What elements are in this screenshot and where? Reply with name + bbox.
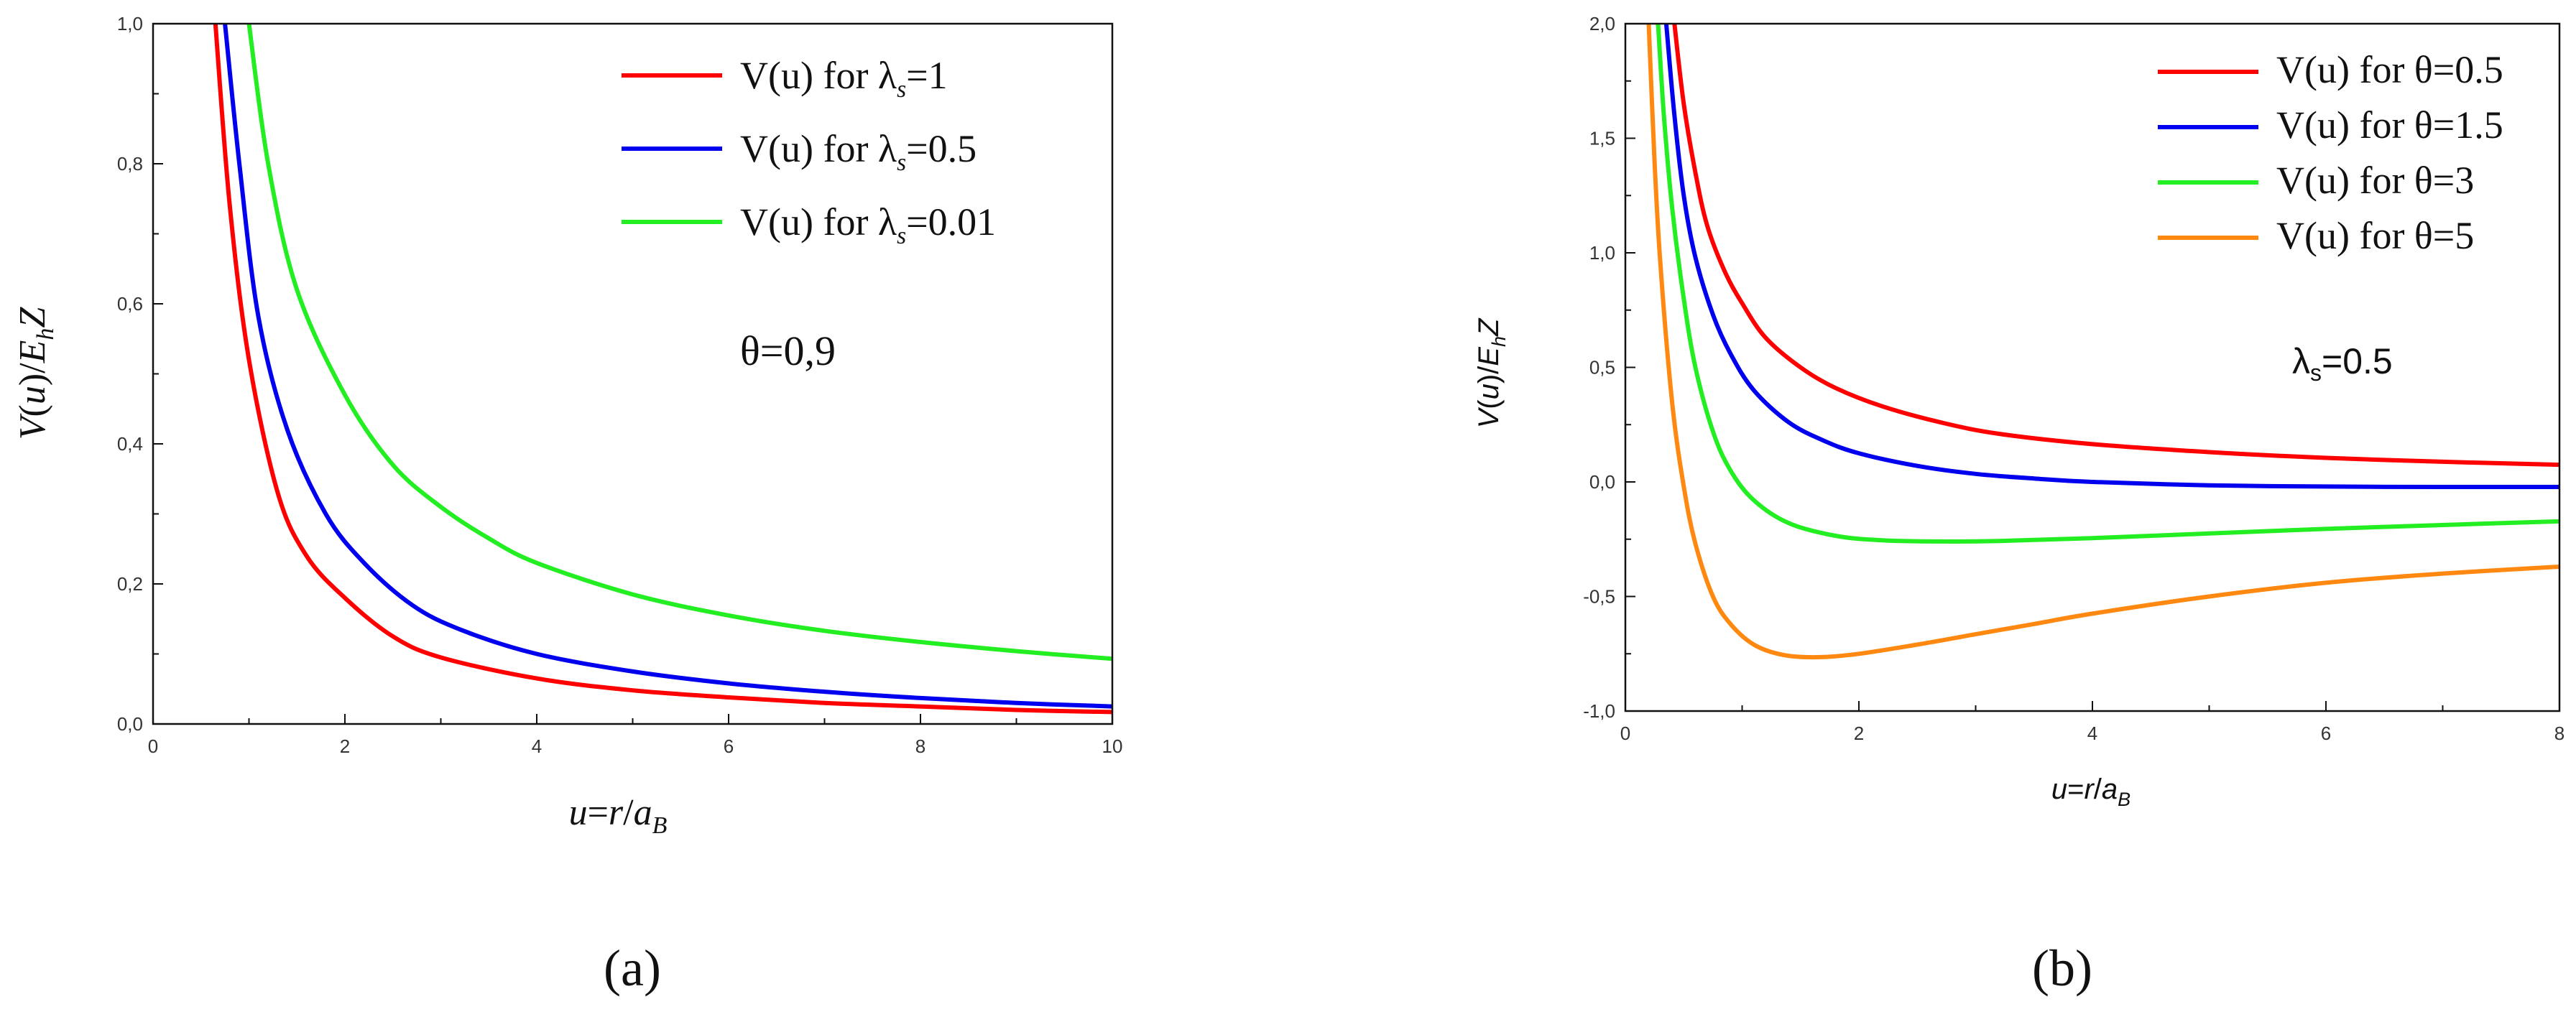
panel-label-a: (a) bbox=[604, 939, 661, 997]
legend-label: V(u) for θ=0.5 bbox=[2276, 48, 2503, 91]
y-tick-label: 0,0 bbox=[1589, 471, 1615, 493]
y-axis-title-a: V(u)/EhZ bbox=[12, 307, 59, 440]
x-tick-labels-a: 0 2 4 6 8 10 bbox=[148, 735, 1123, 757]
x-tick-label: 0 bbox=[1620, 723, 1630, 744]
y-tick-label: 0,4 bbox=[117, 433, 143, 455]
y-tick-label: 0,2 bbox=[117, 573, 143, 595]
x-axis-title-a: u=r/aB bbox=[569, 792, 668, 839]
plot-frame-a bbox=[152, 22, 1114, 725]
panel-label-b: (b) bbox=[2032, 939, 2092, 997]
legend-label: V(u) for θ=3 bbox=[2276, 159, 2474, 202]
legend-label: V(u) for θ=1.5 bbox=[2276, 103, 2503, 147]
y-tick-label: 0,5 bbox=[1589, 357, 1615, 379]
series-line bbox=[223, 23, 1113, 709]
y-tick-label: -1,0 bbox=[1583, 700, 1615, 722]
axis-ticks-b bbox=[1625, 23, 2560, 712]
series-line bbox=[1663, 23, 2560, 490]
series-line bbox=[246, 23, 1113, 661]
x-tick-label: 4 bbox=[2087, 723, 2097, 744]
x-tick-label: 2 bbox=[1854, 723, 1864, 744]
x-tick-label: 6 bbox=[724, 735, 734, 757]
y-tick-label: 2,0 bbox=[1589, 13, 1615, 34]
legend-label: V(u) for λs=1 bbox=[740, 54, 948, 103]
series-line bbox=[1672, 23, 2560, 468]
x-tick-label: 8 bbox=[915, 735, 925, 757]
x-tick-labels-b: 0 2 4 6 8 bbox=[1620, 723, 2565, 744]
legend-a: V(u) for λs=1 V(u) for λs=0.5 V(u) for λs=… bbox=[622, 54, 996, 249]
x-tick-label: 4 bbox=[532, 735, 542, 757]
y-axis-title-b: V(u)/EhZ bbox=[1473, 317, 1510, 428]
plot-frame-b bbox=[1624, 22, 2561, 712]
y-tick-label: 1,5 bbox=[1589, 128, 1615, 149]
chart-panel-a: 0 2 4 6 8 10 0,0 0,2 0,4 0,6 0,8 1,0 V(u)/EhZ u=r/… bbox=[12, 13, 1122, 997]
y-tick-labels-a: 0,0 0,2 0,4 0,6 0,8 1,0 bbox=[117, 13, 143, 735]
legend-label: V(u) for θ=5 bbox=[2276, 214, 2474, 257]
annotation-lambda-b: λs=0.5 bbox=[2292, 341, 2393, 386]
legend-b: V(u) for θ=0.5 V(u) for θ=1.5 V(u) for θ=3… bbox=[2158, 48, 2503, 257]
legend-label: V(u) for λs=0.01 bbox=[740, 200, 996, 249]
y-tick-label: 0,8 bbox=[117, 153, 143, 175]
x-tick-label: 8 bbox=[2554, 723, 2565, 744]
x-axis-title-b: u=r/aB bbox=[2051, 774, 2130, 810]
series-line bbox=[1656, 23, 2560, 544]
series-lines-b bbox=[1646, 23, 2560, 660]
chart-panel-b: 0 2 4 6 8 -1,0 -0,5 0,0 0,5 1,0 1,5 2,0 V(u)/EhZ u… bbox=[1473, 13, 2565, 997]
x-tick-label: 10 bbox=[1102, 735, 1123, 757]
x-tick-label: 6 bbox=[2321, 723, 2331, 744]
y-tick-label: 1,0 bbox=[117, 13, 143, 34]
y-tick-label: 1,0 bbox=[1589, 242, 1615, 264]
x-tick-label: 0 bbox=[148, 735, 158, 757]
y-tick-labels-b: -1,0 -0,5 0,0 0,5 1,0 1,5 2,0 bbox=[1583, 13, 1615, 722]
series-line bbox=[213, 23, 1113, 715]
series-lines-a bbox=[213, 23, 1113, 715]
x-tick-label: 2 bbox=[340, 735, 350, 757]
series-line bbox=[1646, 23, 2560, 660]
y-tick-label: 0,6 bbox=[117, 293, 143, 315]
annotation-theta-a: θ=0,9 bbox=[740, 328, 836, 374]
y-tick-label: 0,0 bbox=[117, 713, 143, 735]
legend-label: V(u) for λs=0.5 bbox=[740, 127, 977, 176]
y-tick-label: -0,5 bbox=[1583, 586, 1615, 608]
